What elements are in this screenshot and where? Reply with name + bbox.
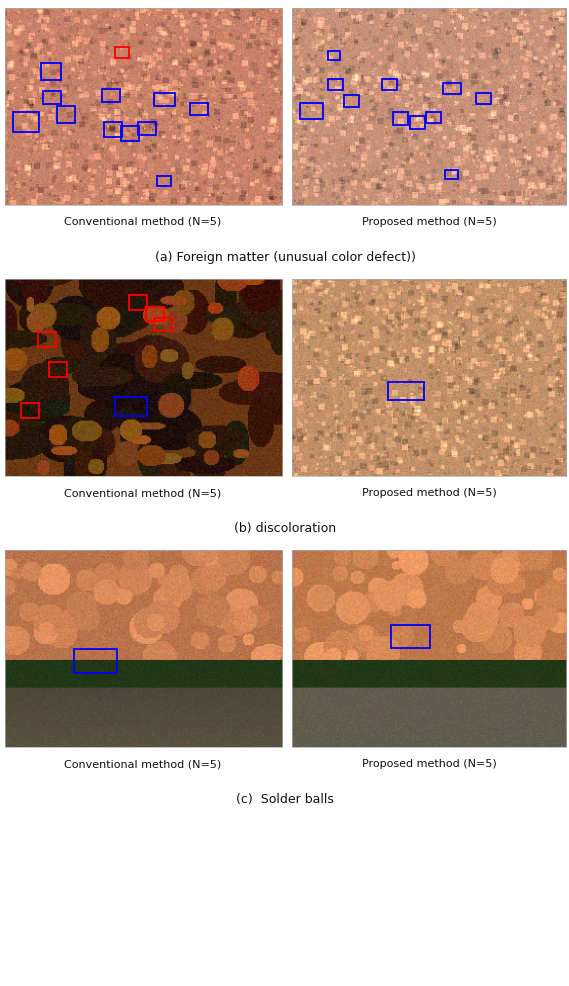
Bar <box>146 307 164 321</box>
Text: (c)  Solder balls: (c) Solder balls <box>236 793 335 807</box>
Bar <box>21 403 39 418</box>
Text: Conventional method (N=5): Conventional method (N=5) <box>64 217 222 227</box>
Text: (b) discoloration: (b) discoloration <box>234 522 336 535</box>
Bar <box>101 89 119 102</box>
Bar <box>116 47 129 58</box>
Bar <box>328 51 340 60</box>
Bar <box>388 382 423 400</box>
Bar <box>104 122 122 137</box>
Text: Proposed method (N=5): Proposed method (N=5) <box>362 217 496 227</box>
Bar <box>426 112 442 123</box>
Bar <box>446 170 458 179</box>
Text: Proposed method (N=5): Proposed method (N=5) <box>362 759 496 769</box>
Bar <box>344 95 359 107</box>
Bar <box>476 93 490 104</box>
Text: Conventional method (N=5): Conventional method (N=5) <box>64 488 222 498</box>
Bar <box>391 625 430 648</box>
Bar <box>154 318 172 331</box>
Text: Conventional method (N=5): Conventional method (N=5) <box>64 759 222 769</box>
Bar <box>116 397 147 416</box>
Bar <box>13 112 39 132</box>
Bar <box>49 362 67 377</box>
Bar <box>157 176 171 186</box>
Bar <box>443 83 460 94</box>
Bar <box>410 116 425 129</box>
Bar <box>382 79 398 90</box>
Text: Proposed method (N=5): Proposed method (N=5) <box>362 488 496 498</box>
Text: (a) Foreign matter (unusual color defect)): (a) Foreign matter (unusual color defect… <box>155 250 416 264</box>
Bar <box>138 122 155 135</box>
Bar <box>393 112 409 125</box>
Bar <box>40 63 61 80</box>
Bar <box>328 79 343 90</box>
Bar <box>74 649 117 673</box>
Bar <box>121 126 139 141</box>
Bar <box>43 91 61 104</box>
Bar <box>57 106 75 123</box>
Bar <box>154 93 175 106</box>
Bar <box>190 103 208 115</box>
Bar <box>300 103 323 119</box>
Bar <box>38 332 56 347</box>
Bar <box>129 295 147 310</box>
